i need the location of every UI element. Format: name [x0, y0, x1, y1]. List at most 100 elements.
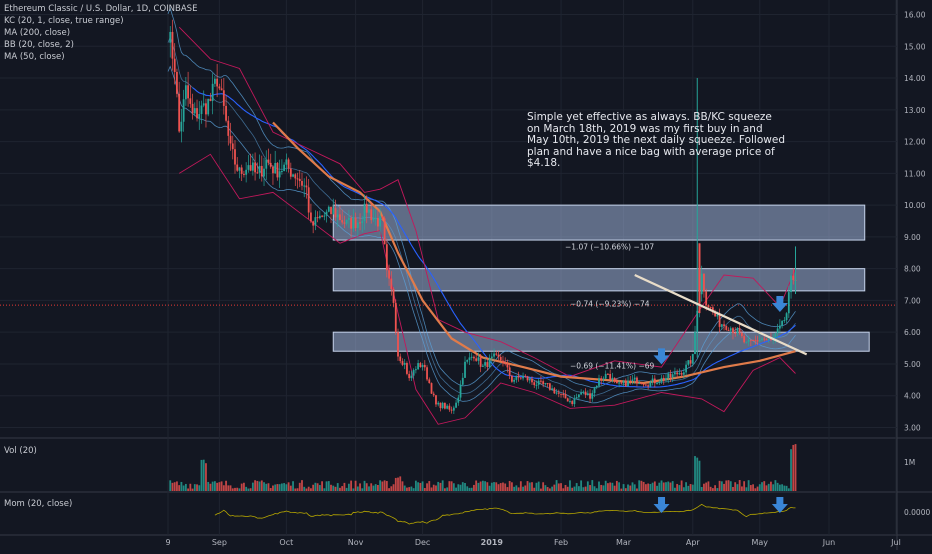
volume-bar	[624, 488, 627, 491]
candle-body	[562, 393, 565, 395]
bb-lower-line	[178, 153, 796, 425]
candle-body	[417, 363, 420, 370]
volume-bar	[653, 481, 656, 491]
volume-bar	[754, 488, 757, 491]
candle-body	[390, 278, 393, 289]
volume-bar	[350, 480, 353, 491]
candle-body	[408, 373, 411, 379]
candle-body	[323, 215, 326, 217]
candle-body	[198, 113, 201, 119]
volume-bar	[763, 481, 766, 491]
candle-body	[714, 312, 717, 317]
candle-body	[399, 356, 402, 362]
volume-bar	[468, 487, 471, 491]
candle-body	[410, 375, 413, 379]
candle-body	[292, 174, 294, 177]
volume-bar	[312, 484, 315, 491]
candle-body	[280, 171, 283, 173]
candle-body	[365, 203, 368, 213]
volume-bar	[287, 482, 290, 491]
candle-body	[258, 165, 261, 173]
candle-body	[327, 206, 330, 212]
volume-bar	[658, 482, 661, 491]
candle-body	[754, 340, 757, 342]
volume-bar	[310, 488, 312, 491]
volume-bar	[506, 487, 509, 491]
candle-body	[504, 362, 507, 364]
candle-body	[747, 339, 750, 342]
candle-body	[403, 363, 406, 365]
volume-bar	[609, 482, 612, 491]
candle-body	[397, 332, 399, 357]
candle-body	[310, 212, 312, 222]
buy-arrow-icon	[653, 348, 670, 365]
candle-body	[196, 108, 198, 119]
volume-bar	[249, 488, 252, 491]
volume-bar	[251, 482, 254, 491]
volume-bar	[660, 480, 663, 491]
volume-bar	[778, 484, 781, 491]
candle-body	[272, 166, 274, 174]
candle-body	[709, 307, 712, 309]
candle-body	[332, 208, 335, 215]
kc-upper-line	[167, 6, 796, 389]
volume-bar	[294, 488, 297, 491]
volume-bar	[336, 483, 339, 491]
momentum-tick-label: 0.0000	[904, 508, 930, 517]
volume-bar	[642, 481, 645, 491]
volume-bar	[674, 487, 676, 491]
y-tick-label: 8.00	[904, 265, 921, 274]
candle-body	[484, 362, 487, 366]
volume-bar	[258, 481, 261, 491]
candle-body	[303, 185, 306, 187]
candle-body	[515, 375, 518, 380]
candle-body	[738, 328, 741, 333]
candle-body	[749, 339, 752, 341]
candle-body	[479, 357, 482, 367]
volume-bar	[484, 481, 487, 491]
volume-bar	[466, 486, 469, 491]
candle-body	[580, 392, 583, 395]
candle-body	[191, 103, 194, 114]
candle-body	[193, 108, 196, 114]
candle-body	[374, 218, 377, 220]
candle-body	[352, 217, 355, 229]
volume-bar	[345, 487, 348, 491]
volume-bar	[243, 482, 245, 491]
candle-body	[287, 159, 290, 169]
volume-bar	[352, 488, 355, 491]
volume-bar	[361, 488, 364, 491]
volume-bar	[694, 456, 696, 491]
candle-body	[178, 93, 181, 132]
volume-bar	[781, 484, 784, 491]
candle-body	[182, 99, 185, 122]
candle-body	[278, 171, 281, 178]
resistance-zone	[332, 268, 866, 292]
y-tick-label: 4.00	[904, 392, 921, 401]
candle-body	[169, 31, 172, 43]
candle-body	[461, 377, 464, 385]
candle-body	[180, 121, 183, 132]
candle-body	[450, 409, 453, 411]
volume-bar	[707, 481, 710, 491]
candle-body	[372, 218, 375, 221]
volume-bar	[169, 480, 172, 491]
volume-bar	[196, 484, 198, 491]
candle-body	[511, 375, 513, 382]
volume-bar	[537, 481, 540, 491]
candle-body	[729, 328, 732, 331]
volume-bar	[535, 482, 538, 491]
candle-body	[691, 354, 694, 364]
candle-body	[671, 374, 674, 378]
candle-body	[294, 174, 297, 179]
volume-bar	[676, 483, 679, 491]
volume-bar	[256, 480, 259, 491]
candle-body	[560, 393, 562, 395]
volume-bar	[502, 482, 504, 491]
candle-body	[464, 361, 466, 378]
volume-bar	[191, 488, 194, 491]
kc-lower-line	[167, 65, 796, 404]
candle-body	[343, 222, 346, 224]
